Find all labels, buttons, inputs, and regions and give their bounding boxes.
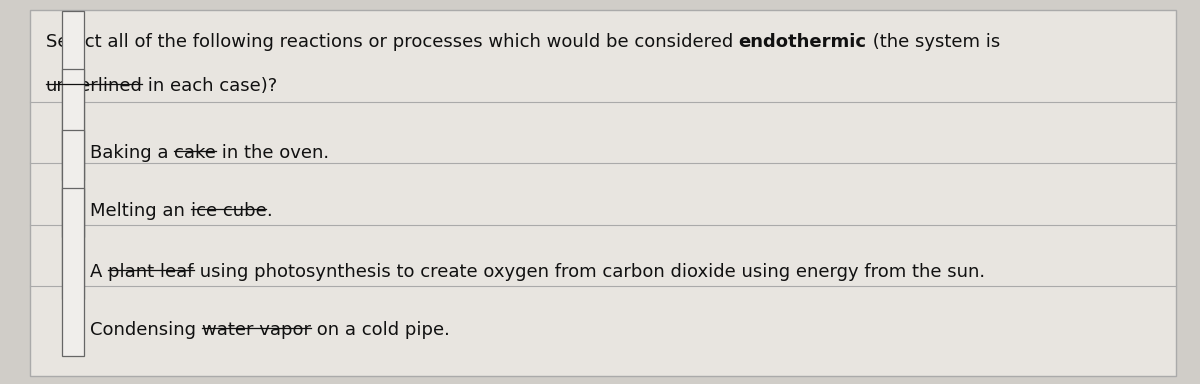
Text: .: . — [266, 202, 272, 220]
Text: in each case)?: in each case)? — [143, 77, 277, 95]
Text: cake: cake — [174, 144, 216, 162]
FancyBboxPatch shape — [62, 130, 84, 299]
Text: on a cold pipe.: on a cold pipe. — [311, 321, 450, 339]
Text: (the system is: (the system is — [866, 33, 1000, 51]
FancyBboxPatch shape — [30, 10, 1176, 376]
Text: water vapor: water vapor — [202, 321, 311, 339]
Text: using photosynthesis to create oxygen from carbon dioxide using energy from the : using photosynthesis to create oxygen fr… — [193, 263, 985, 281]
Text: plant leaf: plant leaf — [108, 263, 193, 281]
Text: endothermic: endothermic — [739, 33, 866, 51]
Text: Melting an: Melting an — [90, 202, 191, 220]
Text: Select all of the following reactions or processes which would be considered: Select all of the following reactions or… — [46, 33, 739, 51]
Text: Condensing: Condensing — [90, 321, 202, 339]
FancyBboxPatch shape — [62, 68, 84, 237]
Text: ice cube: ice cube — [191, 202, 266, 220]
FancyBboxPatch shape — [62, 187, 84, 356]
Text: A: A — [90, 263, 108, 281]
Text: underlined: underlined — [46, 77, 143, 95]
FancyBboxPatch shape — [62, 11, 84, 180]
Text: Baking a: Baking a — [90, 144, 174, 162]
Text: in the oven.: in the oven. — [216, 144, 329, 162]
